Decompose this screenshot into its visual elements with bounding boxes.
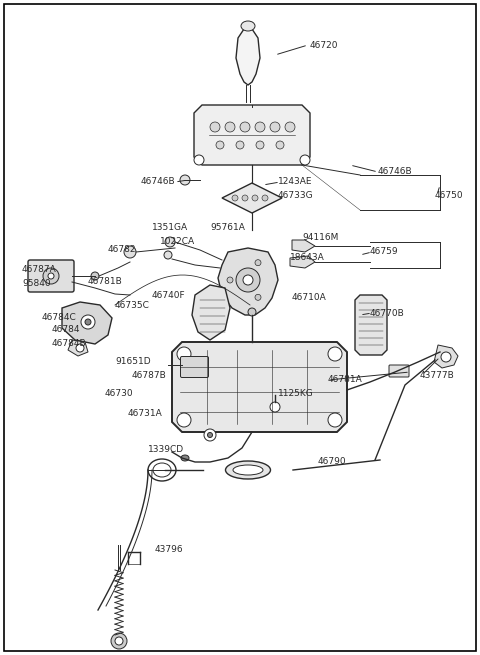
Circle shape bbox=[124, 246, 136, 258]
Circle shape bbox=[91, 272, 99, 280]
Circle shape bbox=[242, 195, 248, 201]
Text: 46759: 46759 bbox=[370, 248, 398, 257]
Circle shape bbox=[255, 122, 265, 132]
Text: 46746B: 46746B bbox=[140, 178, 175, 187]
Circle shape bbox=[243, 275, 253, 285]
Polygon shape bbox=[192, 285, 230, 340]
FancyBboxPatch shape bbox=[28, 260, 74, 292]
Text: 94116M: 94116M bbox=[302, 233, 338, 242]
Circle shape bbox=[255, 259, 261, 266]
Circle shape bbox=[262, 195, 268, 201]
Circle shape bbox=[76, 344, 84, 352]
Circle shape bbox=[255, 294, 261, 301]
Text: 18643A: 18643A bbox=[290, 252, 325, 261]
Circle shape bbox=[204, 429, 216, 441]
FancyBboxPatch shape bbox=[389, 365, 409, 377]
Polygon shape bbox=[434, 345, 458, 368]
Polygon shape bbox=[218, 248, 278, 315]
Text: 46740F: 46740F bbox=[152, 291, 186, 299]
Ellipse shape bbox=[181, 455, 189, 461]
Text: 1022CA: 1022CA bbox=[160, 238, 195, 246]
Circle shape bbox=[270, 122, 280, 132]
Circle shape bbox=[43, 268, 59, 284]
Circle shape bbox=[285, 122, 295, 132]
Circle shape bbox=[252, 195, 258, 201]
Circle shape bbox=[232, 195, 238, 201]
Text: 46710A: 46710A bbox=[292, 293, 327, 301]
Text: 91651D: 91651D bbox=[115, 358, 151, 367]
Circle shape bbox=[328, 347, 342, 361]
Circle shape bbox=[276, 141, 284, 149]
Ellipse shape bbox=[241, 21, 255, 31]
Text: 43777B: 43777B bbox=[420, 371, 455, 379]
Text: 46787A: 46787A bbox=[22, 265, 57, 274]
Text: 46784: 46784 bbox=[52, 326, 81, 335]
Circle shape bbox=[115, 637, 123, 645]
Text: 46784C: 46784C bbox=[42, 312, 77, 322]
Circle shape bbox=[328, 413, 342, 427]
Text: 46750: 46750 bbox=[435, 191, 464, 200]
Text: 46720: 46720 bbox=[310, 41, 338, 50]
Text: 1351GA: 1351GA bbox=[152, 223, 188, 233]
Text: 43796: 43796 bbox=[155, 546, 184, 555]
Circle shape bbox=[165, 237, 175, 247]
Circle shape bbox=[256, 141, 264, 149]
Ellipse shape bbox=[148, 459, 176, 481]
Polygon shape bbox=[62, 302, 112, 344]
Text: 46733G: 46733G bbox=[278, 191, 313, 200]
Text: 46782: 46782 bbox=[108, 246, 136, 255]
Circle shape bbox=[225, 122, 235, 132]
Circle shape bbox=[81, 315, 95, 329]
Circle shape bbox=[240, 122, 250, 132]
Text: 46730: 46730 bbox=[105, 388, 133, 398]
Text: 46731A: 46731A bbox=[128, 409, 163, 417]
Circle shape bbox=[236, 268, 260, 292]
Text: 46746B: 46746B bbox=[378, 168, 413, 176]
Text: 1339CD: 1339CD bbox=[148, 445, 184, 455]
Polygon shape bbox=[222, 183, 282, 213]
Text: 46735C: 46735C bbox=[115, 301, 150, 310]
Polygon shape bbox=[194, 105, 310, 165]
Ellipse shape bbox=[226, 461, 271, 479]
Text: 46781A: 46781A bbox=[328, 375, 363, 384]
Circle shape bbox=[177, 347, 191, 361]
Circle shape bbox=[270, 402, 280, 412]
Ellipse shape bbox=[153, 463, 171, 477]
Polygon shape bbox=[172, 342, 347, 432]
Text: 1125KG: 1125KG bbox=[278, 388, 314, 398]
Polygon shape bbox=[290, 256, 315, 268]
Circle shape bbox=[48, 273, 54, 279]
Circle shape bbox=[177, 413, 191, 427]
Circle shape bbox=[207, 432, 213, 438]
Circle shape bbox=[85, 319, 91, 325]
Text: 1243AE: 1243AE bbox=[278, 178, 312, 187]
Text: 95761A: 95761A bbox=[210, 223, 245, 233]
Polygon shape bbox=[355, 295, 387, 355]
Polygon shape bbox=[236, 23, 260, 85]
Polygon shape bbox=[292, 240, 315, 252]
Circle shape bbox=[236, 141, 244, 149]
Circle shape bbox=[227, 277, 233, 283]
Circle shape bbox=[441, 352, 451, 362]
Ellipse shape bbox=[233, 465, 263, 475]
Circle shape bbox=[300, 155, 310, 165]
Circle shape bbox=[216, 141, 224, 149]
Text: 46781B: 46781B bbox=[88, 278, 123, 286]
Text: 46770B: 46770B bbox=[370, 309, 405, 318]
Circle shape bbox=[164, 251, 172, 259]
Circle shape bbox=[248, 308, 256, 316]
Circle shape bbox=[111, 633, 127, 649]
Circle shape bbox=[210, 122, 220, 132]
Text: 95840: 95840 bbox=[22, 278, 50, 288]
Circle shape bbox=[194, 155, 204, 165]
Text: 46784B: 46784B bbox=[52, 339, 86, 348]
FancyBboxPatch shape bbox=[180, 356, 208, 377]
Circle shape bbox=[180, 175, 190, 185]
Text: 46787B: 46787B bbox=[132, 371, 167, 379]
Polygon shape bbox=[68, 340, 88, 356]
Text: 46790: 46790 bbox=[318, 457, 347, 466]
